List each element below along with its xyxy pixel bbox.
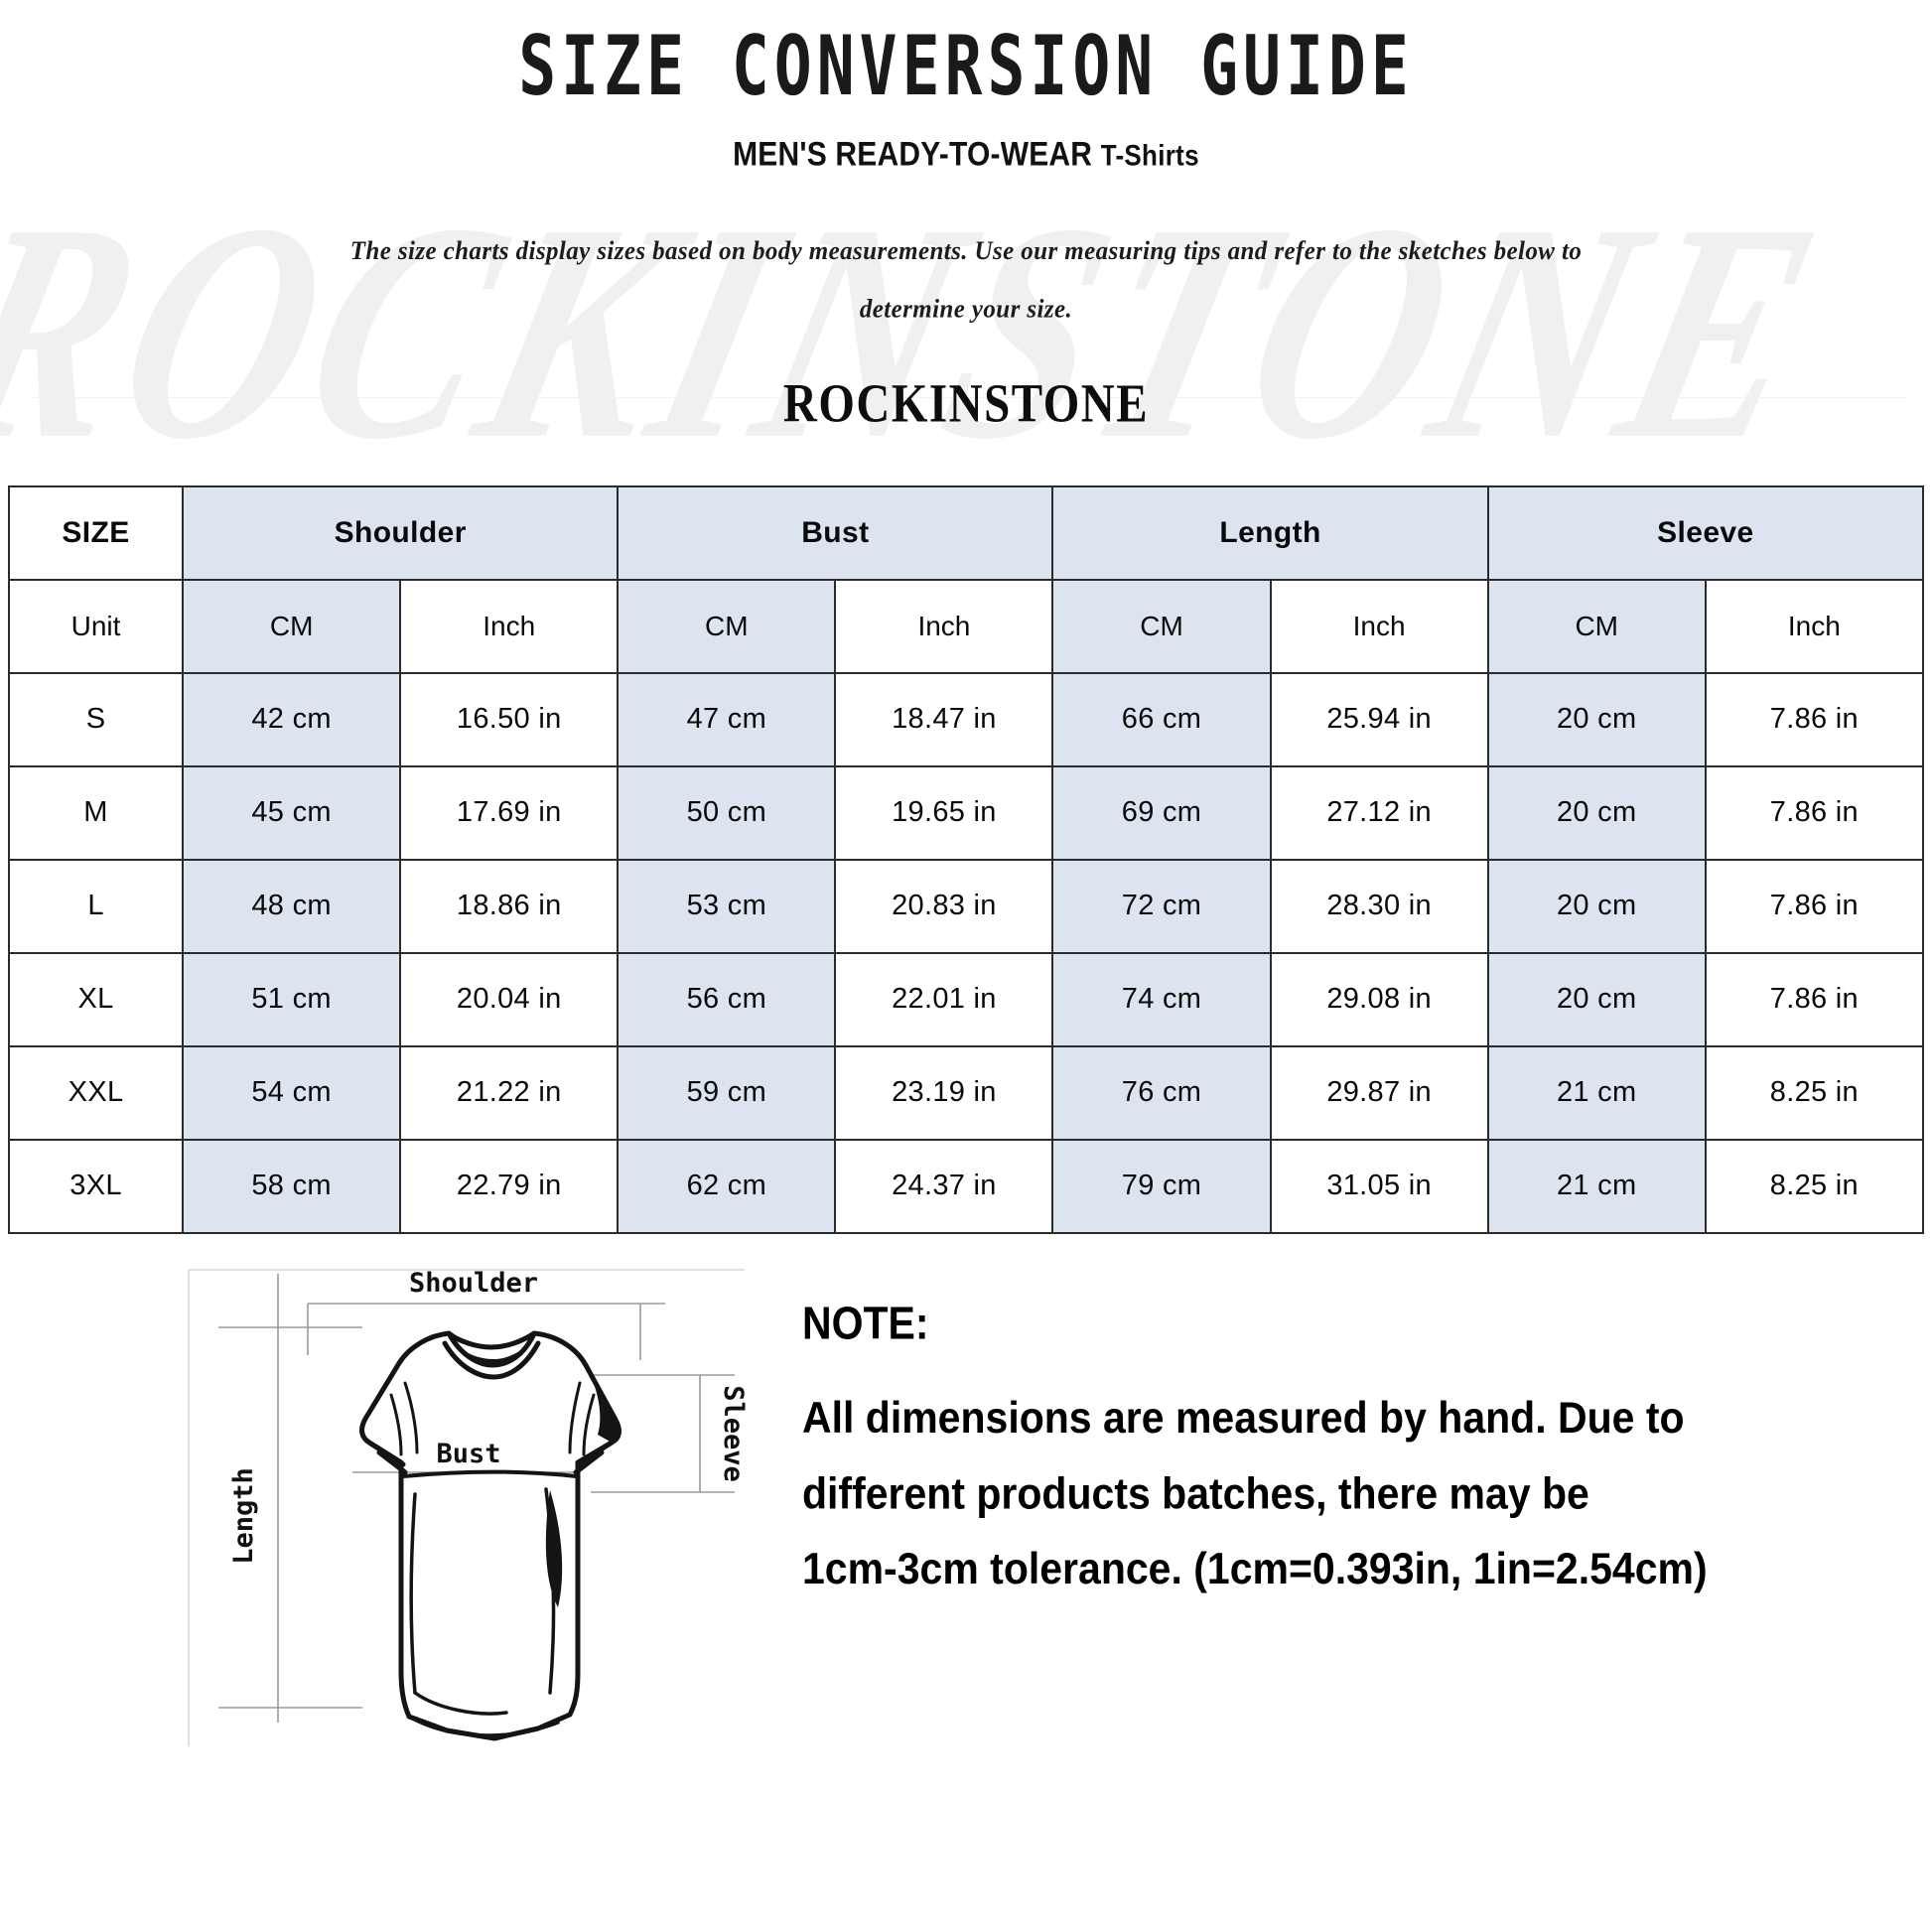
cell-shoulder-cm: 48 cm <box>182 858 402 954</box>
cell-sleeve-inch: 7.86 in <box>1704 671 1925 767</box>
unit-bust-inch: Inch <box>834 578 1054 674</box>
cell-length-cm: 76 cm <box>1051 1044 1272 1141</box>
diagram-label-shoulder: Shoulder <box>409 1268 538 1299</box>
brand-name: ROCKINSTONE <box>782 372 1150 435</box>
table-row: L 48 cm 18.86 in 53 cm 20.83 in 72 cm 28… <box>7 858 1925 954</box>
unit-length-inch: Inch <box>1269 578 1489 674</box>
cell-bust-cm: 47 cm <box>617 671 837 767</box>
table-row: XL 51 cm 20.04 in 56 cm 22.01 in 74 cm 2… <box>7 951 1925 1047</box>
table-row: S 42 cm 16.50 in 47 cm 18.47 in 66 cm 25… <box>7 671 1925 767</box>
cell-shoulder-cm: 54 cm <box>182 1044 402 1141</box>
bottom-section: Shoulder Bust Length Sleeve NOTE: All di… <box>0 1256 1932 1752</box>
diagram-label-bust: Bust <box>436 1439 500 1469</box>
cell-sleeve-cm: 20 cm <box>1486 764 1707 861</box>
cell-shoulder-inch: 21.22 in <box>399 1044 620 1141</box>
page-title: SIZE CONVERSION GUIDE <box>518 18 1414 114</box>
cell-length-cm: 66 cm <box>1051 671 1272 767</box>
table-row: 3XL 58 cm 22.79 in 62 cm 24.37 in 79 cm … <box>7 1138 1925 1234</box>
diagram-label-sleeve: Sleeve <box>718 1385 749 1482</box>
unit-shoulder-inch: Inch <box>399 578 620 674</box>
cell-shoulder-inch: 18.86 in <box>399 858 620 954</box>
unit-sleeve-cm: CM <box>1486 578 1707 674</box>
tshirt-measurement-diagram: Shoulder Bust Length Sleeve <box>149 1256 764 1752</box>
subtitle-row: MEN'S READY-TO-WEAR T-Shirts <box>0 135 1932 174</box>
cell-shoulder-cm: 45 cm <box>182 764 402 861</box>
cell-length-inch: 29.08 in <box>1269 951 1489 1047</box>
cell-bust-inch: 18.47 in <box>834 671 1054 767</box>
description-text: The size charts display sizes based on b… <box>349 236 1583 325</box>
cell-bust-inch: 23.19 in <box>834 1044 1054 1141</box>
cell-shoulder-cm: 42 cm <box>182 671 402 767</box>
cell-length-cm: 74 cm <box>1051 951 1272 1047</box>
cell-shoulder-cm: 51 cm <box>182 951 402 1047</box>
subtitle-category: MEN'S READY-TO-WEAR <box>733 135 1093 174</box>
cell-length-cm: 79 cm <box>1051 1138 1272 1234</box>
cell-sleeve-cm: 21 cm <box>1486 1044 1707 1141</box>
table-group-header-row: SIZE Shoulder Bust Length Sleeve <box>7 484 1925 581</box>
cell-sleeve-cm: 20 cm <box>1486 951 1707 1047</box>
cell-sleeve-inch: 8.25 in <box>1704 1044 1925 1141</box>
cell-sleeve-inch: 7.86 in <box>1704 858 1925 954</box>
cell-bust-inch: 20.83 in <box>834 858 1054 954</box>
note-line-1: All dimensions are measured by hand. Due… <box>802 1392 1685 1443</box>
cell-bust-cm: 62 cm <box>617 1138 837 1234</box>
row-size-label: XL <box>7 951 185 1047</box>
row-size-label: L <box>7 858 185 954</box>
row-size-label: XXL <box>7 1044 185 1141</box>
cell-shoulder-inch: 17.69 in <box>399 764 620 861</box>
note-body: All dimensions are measured by hand. Due… <box>802 1380 1914 1606</box>
cell-bust-cm: 50 cm <box>617 764 837 861</box>
cell-bust-cm: 56 cm <box>617 951 837 1047</box>
unit-sleeve-inch: Inch <box>1704 578 1925 674</box>
size-conversion-table: SIZE Shoulder Bust Length Sleeve Unit CM… <box>7 484 1925 1234</box>
note-line-2: different products batches, there may be <box>802 1467 1589 1518</box>
cell-shoulder-inch: 22.79 in <box>399 1138 620 1234</box>
subtitle: MEN'S READY-TO-WEAR T-Shirts <box>733 135 1199 174</box>
cell-sleeve-cm: 21 cm <box>1486 1138 1707 1234</box>
cell-shoulder-inch: 16.50 in <box>399 671 620 767</box>
header-unit: Unit <box>7 578 185 674</box>
table-unit-row: Unit CM Inch CM Inch CM Inch CM Inch <box>7 578 1925 674</box>
header-group-sleeve: Sleeve <box>1486 484 1925 581</box>
header-group-length: Length <box>1051 484 1489 581</box>
unit-shoulder-cm: CM <box>182 578 402 674</box>
row-size-label: M <box>7 764 185 861</box>
cell-length-inch: 31.05 in <box>1269 1138 1489 1234</box>
header-group-shoulder: Shoulder <box>182 484 620 581</box>
cell-bust-cm: 53 cm <box>617 858 837 954</box>
cell-length-cm: 72 cm <box>1051 858 1272 954</box>
cell-sleeve-cm: 20 cm <box>1486 858 1707 954</box>
cell-bust-cm: 59 cm <box>617 1044 837 1141</box>
cell-length-inch: 27.12 in <box>1269 764 1489 861</box>
unit-length-cm: CM <box>1051 578 1272 674</box>
table-row: M 45 cm 17.69 in 50 cm 19.65 in 69 cm 27… <box>7 764 1925 861</box>
cell-length-inch: 25.94 in <box>1269 671 1489 767</box>
cell-shoulder-inch: 20.04 in <box>399 951 620 1047</box>
cell-sleeve-inch: 7.86 in <box>1704 951 1925 1047</box>
cell-sleeve-inch: 7.86 in <box>1704 764 1925 861</box>
header-group-bust: Bust <box>617 484 1054 581</box>
note-section: NOTE: All dimensions are measured by han… <box>802 1297 1914 1593</box>
cell-sleeve-inch: 8.25 in <box>1704 1138 1925 1234</box>
cell-length-inch: 28.30 in <box>1269 858 1489 954</box>
subtitle-product: T-Shirts <box>1100 137 1199 173</box>
diagram-label-length: Length <box>228 1467 259 1565</box>
watermark-divider-line <box>30 397 1906 398</box>
cell-shoulder-cm: 58 cm <box>182 1138 402 1234</box>
cell-length-inch: 29.87 in <box>1269 1044 1489 1141</box>
cell-length-cm: 69 cm <box>1051 764 1272 861</box>
cell-sleeve-cm: 20 cm <box>1486 671 1707 767</box>
note-line-3: 1cm-3cm tolerance. (1cm=0.393in, 1in=2.5… <box>802 1543 1708 1593</box>
table-row: XXL 54 cm 21.22 in 59 cm 23.19 in 76 cm … <box>7 1044 1925 1141</box>
header-size: SIZE <box>7 484 185 581</box>
cell-bust-inch: 19.65 in <box>834 764 1054 861</box>
row-size-label: 3XL <box>7 1138 185 1234</box>
cell-bust-inch: 24.37 in <box>834 1138 1054 1234</box>
cell-bust-inch: 22.01 in <box>834 951 1054 1047</box>
note-title: NOTE: <box>802 1297 929 1349</box>
unit-bust-cm: CM <box>617 578 837 674</box>
row-size-label: S <box>7 671 185 767</box>
